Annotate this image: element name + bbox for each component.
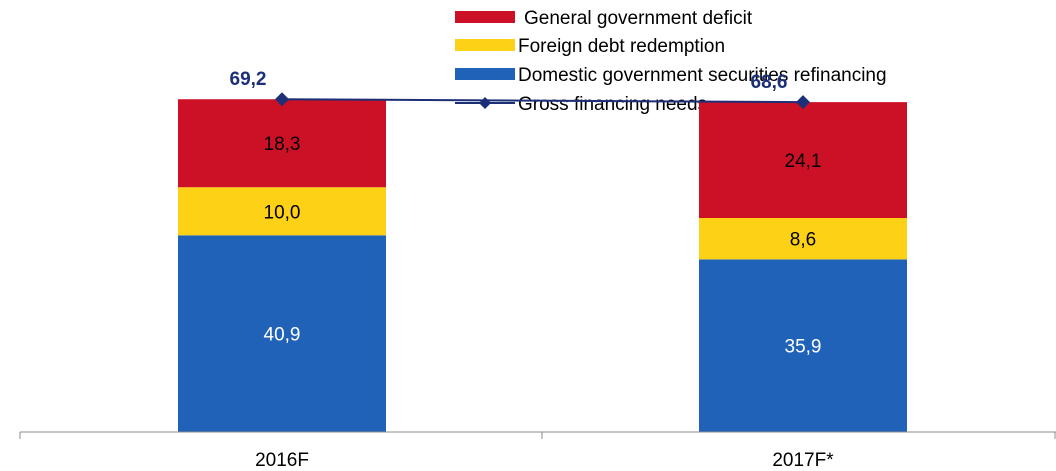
value-label-domestic-government-securities-refinancing-2017f: 35,9 <box>785 337 822 358</box>
value-label-domestic-government-securities-refinancing-2016f: 40,9 <box>264 325 301 346</box>
total-label-2017f: 68,6 <box>751 72 788 93</box>
legend-label-gross-financing-needs: Gross financing needs <box>518 94 707 115</box>
line-gross-financing-needs <box>281 98 804 104</box>
bars: 40,9 10,0 18,3 35,9 8,6 24,1 <box>178 99 907 432</box>
legend-label-domestic-government-securities-refinancing: Domestic government securities refinanci… <box>518 65 887 86</box>
bar-foreign-debt-redemption-2016f <box>178 187 386 236</box>
legend-swatch-domestic-government-securities-refinancing <box>455 68 515 80</box>
bar-general-government-deficit-2016f <box>178 99 386 188</box>
bar-domestic-government-securities-refinancing-2017f <box>699 259 907 432</box>
x-tick-label-2017f: 2017F* <box>772 450 834 471</box>
value-label-general-government-deficit-2017f: 24,1 <box>785 151 822 172</box>
legend-label-general-government-deficit: General government deficit <box>524 8 753 29</box>
x-tick-label-2016f: 2016F <box>255 450 309 471</box>
legend-swatch-foreign-debt-redemption <box>455 39 515 51</box>
bar-foreign-debt-redemption-2017f <box>699 218 907 260</box>
marker-gross-financing-needs-2017f <box>796 95 810 110</box>
bar-domestic-government-securities-refinancing-2016f <box>178 235 386 432</box>
legend-swatch-general-government-deficit <box>455 11 515 23</box>
value-label-general-government-deficit-2016f: 18,3 <box>264 134 301 155</box>
legend-label-foreign-debt-redemption: Foreign debt redemption <box>518 36 725 57</box>
legend: General government deficit Foreign debt r… <box>455 8 887 115</box>
gross-financing-line: 69,2 68,6 <box>230 69 810 110</box>
x-axis: 2016F 2017F* <box>19 431 1056 471</box>
marker-gross-financing-needs-2016f <box>275 92 289 107</box>
legend-swatch-gross-financing-needs-marker <box>479 97 491 109</box>
value-label-foreign-debt-redemption-2016f: 10,0 <box>264 202 301 223</box>
value-label-foreign-debt-redemption-2017f: 8,6 <box>790 230 816 251</box>
total-label-2016f: 69,2 <box>230 69 267 90</box>
bar-general-government-deficit-2017f <box>699 102 907 219</box>
